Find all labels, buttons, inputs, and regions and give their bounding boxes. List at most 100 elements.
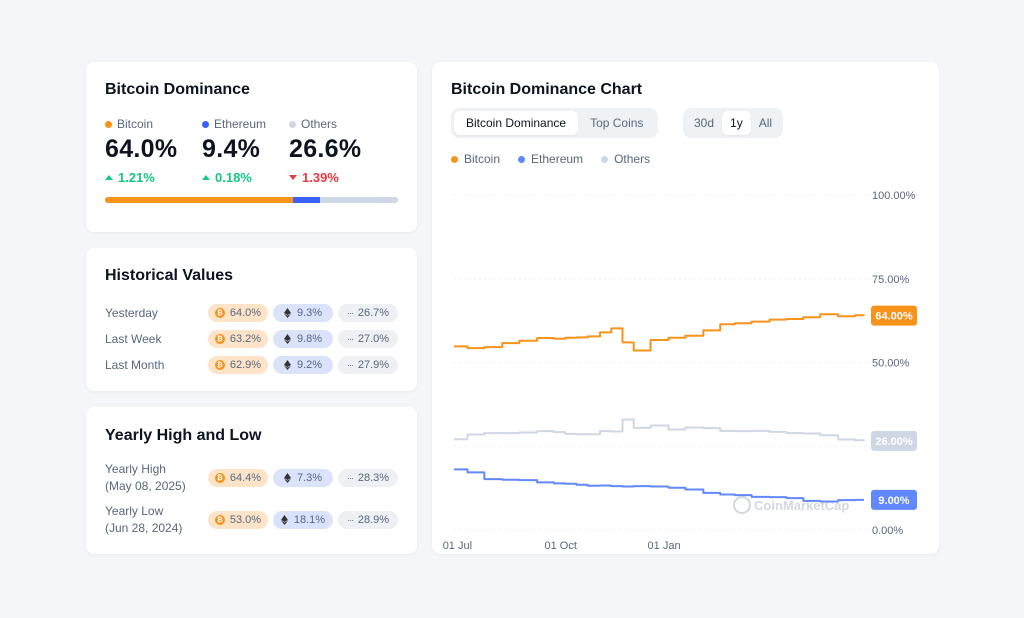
- btc-value: 63.2%: [229, 333, 262, 345]
- others-pill: ··· 28.3%: [338, 469, 398, 487]
- eth-pill: 9.8%: [273, 330, 333, 348]
- dominance-bar-bitcoin: [105, 197, 293, 203]
- x-tick-label: 01 Oct: [545, 540, 577, 552]
- dominance-value: 64.0%: [105, 135, 178, 163]
- others-dot-icon: [289, 120, 296, 128]
- dominance-bitcoin: Bitcoin 64.0% 1.21%: [105, 117, 177, 185]
- bitcoin-icon: ₿: [214, 360, 225, 370]
- others-current-badge: [871, 430, 917, 451]
- bitcoin-dot-icon: [451, 155, 458, 163]
- legend-item-bitcoin[interactable]: Bitcoin: [451, 152, 500, 166]
- y-tick-label: 75.00%: [872, 274, 910, 286]
- range-tabs: 30d 1y All: [683, 108, 784, 138]
- legend-item-ethereum[interactable]: Ethereum: [518, 152, 583, 166]
- more-dots-icon: ···: [346, 360, 354, 370]
- dominance-ethereum: Ethereum 9.4% 0.18%: [202, 117, 266, 185]
- ethereum-dot-icon: [202, 120, 209, 128]
- triangle-up-icon: [105, 175, 113, 180]
- eth-pill: 9.2%: [273, 356, 333, 374]
- others-current-label: 26.00%: [875, 436, 913, 448]
- range-30d[interactable]: 30d: [694, 116, 715, 130]
- btc-pill: ₿ 62.9%: [208, 356, 268, 374]
- yearly-card: Yearly High and Low Yearly High (May 08, …: [86, 407, 417, 554]
- btc-value: 64.0%: [229, 307, 262, 319]
- x-tick-label: 01 Jul: [443, 540, 472, 552]
- ethereum-dot-icon: [518, 155, 526, 163]
- y-tick-label: 50.00%: [872, 358, 910, 370]
- chart-type-tabs: Bitcoin Dominance Top Coins: [451, 108, 659, 138]
- legend-item-others[interactable]: Others: [601, 152, 650, 166]
- historical-title: Historical Values: [105, 267, 234, 284]
- btc-value: 62.9%: [229, 359, 262, 371]
- chart-title: Bitcoin Dominance Chart: [451, 81, 643, 98]
- historical-card: Historical Values Yesterday ₿ 64.0% 9.3% …: [86, 248, 417, 391]
- range-all[interactable]: All: [758, 116, 773, 130]
- tab-bitcoin-dominance[interactable]: Bitcoin Dominance: [454, 111, 579, 135]
- others-pill: ··· 27.0%: [338, 330, 398, 348]
- chart-legend: Bitcoin Ethereum Others: [451, 152, 650, 166]
- eth-pill: 18.1%: [273, 511, 333, 529]
- btc-pill: ₿ 53.0%: [208, 511, 268, 529]
- others-value: 26.7%: [357, 307, 390, 319]
- ethereum-current-label: 9.00%: [878, 495, 909, 507]
- watermark-text: CoinMarketCap: [754, 498, 849, 513]
- ethereum-current-badge: [871, 489, 917, 510]
- bitcoin-icon: ₿: [214, 334, 225, 344]
- chart-card: Bitcoin Dominance Chart Bitcoin Dominanc…: [432, 62, 939, 554]
- eth-pill: 9.3%: [273, 304, 333, 322]
- dominance-label: Others: [301, 117, 338, 131]
- x-tick-label: 01 Jan: [648, 540, 681, 552]
- yearly-date: (May 08, 2025): [105, 479, 186, 493]
- btc-value: 64.4%: [229, 472, 262, 484]
- bitcoin-current-label: 64.00%: [875, 311, 913, 323]
- others-value: 28.9%: [357, 514, 390, 526]
- yearly-label: Yearly High: [105, 462, 166, 476]
- others-value: 28.3%: [357, 472, 390, 484]
- ethereum-icon: [284, 334, 292, 344]
- dominance-card: Bitcoin Dominance Bitcoin 64.0% 1.21% Et…: [86, 62, 417, 232]
- bitcoin-icon: ₿: [214, 473, 225, 483]
- y-tick-label: 100.00%: [872, 190, 916, 202]
- others-pill: ··· 28.9%: [338, 511, 398, 529]
- others-value: 27.0%: [357, 333, 390, 345]
- dominance-value: 26.6%: [289, 135, 362, 163]
- dominance-change: 0.18%: [215, 170, 252, 185]
- dominance-label: Bitcoin: [117, 117, 154, 131]
- row-label: Yearly Low (Jun 28, 2024): [105, 503, 203, 537]
- dominance-change: 1.39%: [302, 170, 339, 185]
- bitcoin-line: [454, 313, 865, 352]
- legend-label: Ethereum: [531, 152, 584, 166]
- eth-pill: 7.3%: [273, 469, 333, 487]
- yearly-date: (Jun 28, 2024): [105, 521, 183, 535]
- tab-top-coins[interactable]: Top Coins: [590, 116, 644, 130]
- coinmarketcap-logo-icon: [733, 496, 751, 514]
- dominance-bar: [105, 197, 398, 203]
- row-label: Last Month: [105, 357, 165, 372]
- range-1y[interactable]: 1y: [722, 111, 751, 135]
- bitcoin-icon: ₿: [214, 308, 225, 318]
- eth-value: 7.3%: [296, 472, 323, 484]
- eth-value: 18.1%: [293, 514, 326, 526]
- yearly-label: Yearly Low: [105, 504, 164, 518]
- historical-row: Yesterday ₿ 64.0% 9.3% ··· 26.7%: [105, 304, 398, 322]
- row-label: Last Week: [105, 331, 162, 346]
- historical-row: Last Week ₿ 63.2% 9.8% ··· 27.0%: [105, 330, 398, 348]
- bitcoin-dot-icon: [105, 120, 112, 128]
- others-line: [454, 418, 865, 442]
- legend-label: Others: [614, 152, 651, 166]
- btc-pill: ₿ 64.0%: [208, 304, 268, 322]
- btc-value: 53.0%: [229, 514, 262, 526]
- more-dots-icon: ···: [346, 515, 354, 525]
- triangle-up-icon: [202, 175, 210, 180]
- legend-label: Bitcoin: [464, 152, 501, 166]
- triangle-down-icon: [289, 175, 297, 180]
- dominance-value: 9.4%: [202, 135, 261, 163]
- ethereum-icon: [284, 473, 292, 483]
- ethereum-icon: [281, 515, 289, 525]
- more-dots-icon: ···: [346, 473, 354, 483]
- ethereum-icon: [284, 360, 292, 370]
- dominance-label: Ethereum: [214, 117, 267, 131]
- eth-value: 9.8%: [296, 333, 323, 345]
- more-dots-icon: ···: [346, 334, 354, 344]
